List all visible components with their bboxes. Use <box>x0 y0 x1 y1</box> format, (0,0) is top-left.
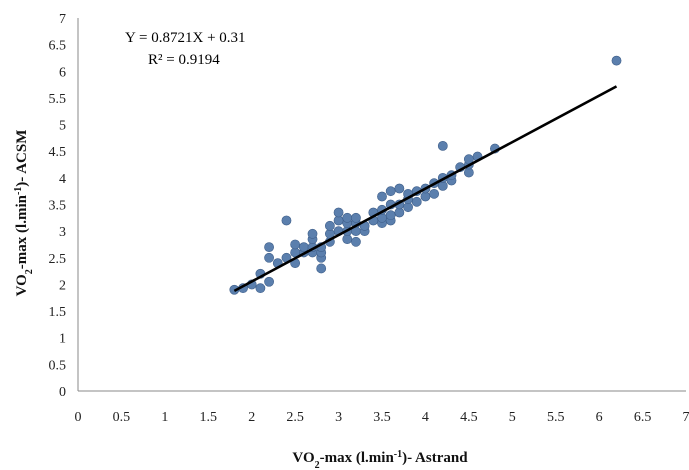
data-point <box>385 186 396 197</box>
x-tick-label: 1 <box>161 410 168 425</box>
x-tick-label: 5.5 <box>547 410 565 425</box>
y-tick-label: 7 <box>59 12 66 27</box>
y-tick-label: 5.5 <box>49 92 67 107</box>
x-tick-label: 3 <box>335 410 342 425</box>
x-tick-label: 1.5 <box>200 410 218 425</box>
data-point <box>316 263 327 274</box>
data-point <box>411 196 422 207</box>
y-tick-label: 2 <box>59 278 66 293</box>
data-point <box>342 212 353 223</box>
data-point <box>290 239 301 250</box>
y-tick-labels: 0 0.5 1 1.5 2 2.5 3 3.5 4 4.5 5 5.5 6 6.5 7 <box>49 12 67 400</box>
y-tick-label: 4 <box>59 172 66 187</box>
y-tick-label: 0 <box>59 385 66 400</box>
x-tick-labels: 0 0.5 1 1.5 2 2.5 3 3.5 4 4.5 5 5.5 6 6.5 7 <box>75 410 689 425</box>
x-tick-label: 0 <box>75 410 82 425</box>
r-squared-label: R² = 0.9194 <box>148 52 220 68</box>
x-tick-label: 4.5 <box>460 410 478 425</box>
data-points <box>229 55 622 295</box>
y-tick-label: 0.5 <box>49 358 67 373</box>
data-point <box>377 191 387 202</box>
y-tick-label: 4.5 <box>49 145 67 160</box>
x-tick-label: 2.5 <box>286 410 304 425</box>
data-point <box>255 283 266 294</box>
data-point <box>351 236 361 247</box>
data-point <box>264 242 274 253</box>
x-tick-label: 3.5 <box>373 410 391 425</box>
data-point <box>611 55 622 66</box>
trendline <box>233 85 618 292</box>
y-tick-label: 3.5 <box>49 199 67 214</box>
x-tick-label: 2 <box>248 410 255 425</box>
y-tick-label: 6.5 <box>49 39 67 54</box>
data-point <box>281 215 292 226</box>
equation-label: Y = 0.8721X + 0.31 <box>125 30 246 46</box>
data-point <box>333 207 344 218</box>
data-point <box>351 212 361 223</box>
y-tick-label: 1.5 <box>49 305 67 320</box>
data-point <box>264 276 274 287</box>
data-point <box>324 220 335 231</box>
x-tick-label: 4 <box>422 410 429 425</box>
x-axis-title: VO2-max (l.min-1)- Astrand <box>292 449 468 470</box>
data-point <box>437 140 448 151</box>
data-point <box>298 242 309 253</box>
data-point <box>394 183 405 194</box>
y-tick-label: 2.5 <box>49 252 67 267</box>
data-point <box>429 188 440 199</box>
y-tick-label: 5 <box>59 119 66 134</box>
x-tick-label: 7 <box>683 410 689 425</box>
x-tick-label: 5 <box>509 410 516 425</box>
y-axis-title: VO2-max (l.min-1)- ACSM <box>13 130 35 297</box>
x-tick-label: 0.5 <box>113 410 131 425</box>
data-point <box>385 210 396 221</box>
x-tick-label: 6 <box>596 410 603 425</box>
data-point <box>264 252 274 263</box>
y-tick-label: 3 <box>59 225 66 240</box>
x-tick-label: 6.5 <box>634 410 652 425</box>
y-tick-label: 1 <box>59 332 66 347</box>
data-point <box>307 228 318 239</box>
y-tick-label: 6 <box>59 65 66 80</box>
